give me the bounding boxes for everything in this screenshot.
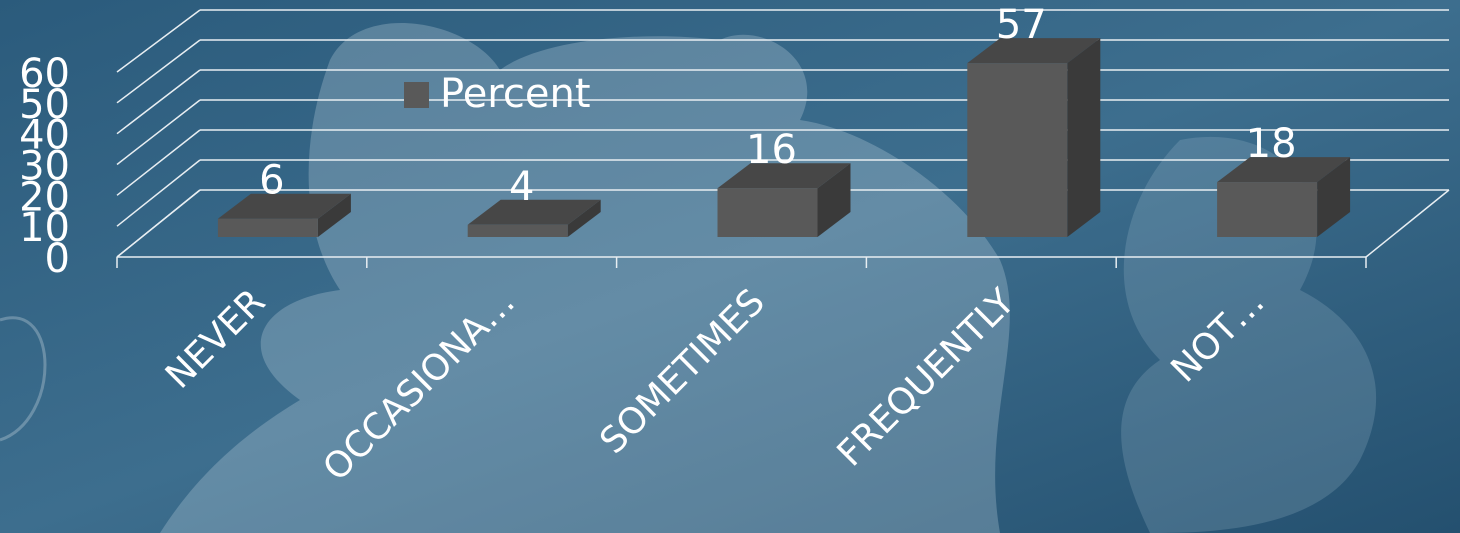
bar	[967, 38, 1101, 238]
bar-front	[967, 63, 1068, 238]
y-tick-label: 0	[45, 236, 70, 282]
side-grid-line	[116, 69, 201, 135]
side-grid-line	[116, 39, 201, 104]
bar-top	[967, 38, 1101, 64]
y-tick-label: 60	[19, 51, 70, 97]
bar-front	[1217, 182, 1318, 237]
bar-side	[1067, 38, 1101, 238]
side-grid-line	[116, 9, 201, 73]
bar	[217, 193, 351, 237]
bar-front	[467, 224, 568, 237]
side-grid-line	[116, 159, 201, 227]
bar-top	[217, 193, 351, 219]
bar-side	[817, 163, 851, 237]
puzzle-edge	[0, 316, 47, 442]
floor-edge	[1365, 189, 1450, 258]
y-tick-label: 40	[19, 113, 70, 159]
value-label: 57	[996, 2, 1047, 48]
side-grid-line	[116, 189, 201, 258]
bar-top	[717, 163, 851, 189]
bar-front	[717, 188, 818, 237]
bar-side	[317, 193, 351, 237]
bar-top	[467, 199, 601, 225]
bar	[717, 163, 851, 237]
y-tick-label: 30	[19, 144, 70, 190]
bar-side	[567, 199, 601, 237]
legend-swatch	[404, 82, 429, 108]
y-tick-label: 10	[19, 205, 70, 251]
y-tick-label: 50	[19, 82, 70, 128]
value-label: 18	[1246, 121, 1297, 167]
bar	[467, 199, 601, 237]
puzzle-piece	[160, 23, 1010, 533]
bar	[1217, 157, 1351, 237]
side-grid-line	[116, 129, 201, 196]
bar-front	[217, 218, 318, 237]
value-label: 16	[746, 127, 797, 173]
legend-label: Percent	[440, 71, 591, 117]
side-grid-line	[116, 99, 201, 166]
y-tick-label: 20	[19, 174, 70, 220]
value-label: 6	[259, 158, 284, 204]
value-label: 4	[509, 164, 534, 210]
bar-top	[1217, 157, 1351, 183]
bar-side	[1317, 157, 1351, 237]
